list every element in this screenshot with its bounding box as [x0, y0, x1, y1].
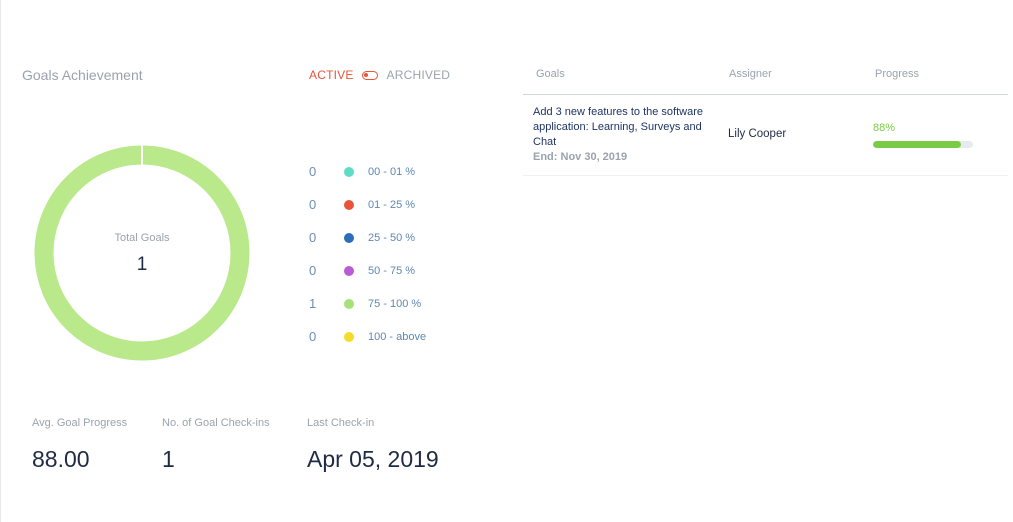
legend-count: 0 [309, 197, 317, 212]
goal-progress-bar [873, 141, 973, 148]
goal-checkins-value: 1 [162, 446, 175, 472]
legend-count: 1 [309, 296, 317, 311]
legend-item: 0 01 - 25 % [309, 188, 459, 221]
legend-item: 0 100 - above [309, 320, 459, 353]
progress-legend: 0 00 - 01 % 0 01 - 25 % 0 25 - 50 % 0 50… [309, 155, 459, 353]
donut-ring [34, 145, 250, 361]
legend-item: 0 25 - 50 % [309, 221, 459, 254]
progress-column-header[interactable]: Progress [875, 68, 920, 80]
legend-count: 0 [309, 263, 317, 278]
goal-end-date: End: Nov 30, 2019 [533, 151, 628, 163]
active-label[interactable]: ACTIVE [309, 68, 354, 82]
legend-dot [344, 166, 354, 177]
legend-label: 00 - 01 % [368, 165, 416, 178]
table-header: Goals Assigner Progress [523, 60, 1008, 95]
avg-goal-progress-label: Avg. Goal Progress [32, 417, 128, 429]
goal-progress-percent: 88% [873, 122, 896, 134]
goal-title-link[interactable]: Add 3 new features to the software appli… [533, 106, 703, 148]
goals-donut-chart [34, 145, 250, 361]
table-row[interactable]: Add 3 new features to the software appli… [523, 95, 1008, 176]
legend-label: 75 - 100 % [368, 297, 422, 310]
legend-dot [344, 265, 354, 276]
goal-progress-fill [873, 141, 961, 148]
goals-table: Goals Assigner Progress Add 3 new featur… [523, 60, 1008, 176]
legend-dot [344, 199, 354, 210]
legend-label: 50 - 75 % [368, 264, 416, 277]
legend-dot [344, 331, 354, 342]
legend-count: 0 [309, 329, 317, 344]
total-goals-label: Total Goals [114, 232, 170, 244]
goal-assigner: Lily Cooper [728, 128, 787, 140]
toggle-knob [363, 72, 368, 77]
legend-label: 01 - 25 % [368, 198, 416, 211]
section-title: Goals Achievement [22, 67, 143, 83]
assigner-column-header[interactable]: Assigner [729, 68, 772, 80]
legend-item: 0 00 - 01 % [309, 155, 459, 188]
legend-count: 0 [309, 164, 317, 179]
goals-column-header[interactable]: Goals [536, 68, 565, 80]
legend-item: 0 50 - 75 % [309, 254, 459, 287]
legend-dot [344, 232, 354, 243]
archived-label[interactable]: ARCHIVED [386, 68, 451, 82]
legend-dot [344, 298, 354, 309]
legend-count: 0 [309, 230, 317, 245]
goal-checkins-label: No. of Goal Check-ins [162, 417, 270, 429]
last-checkin-value: Apr 05, 2019 [307, 446, 439, 472]
legend-label: 100 - above [368, 330, 427, 343]
total-goals-value: 1 [136, 254, 148, 275]
legend-item: 1 75 - 100 % [309, 287, 459, 320]
status-toggle[interactable]: ACTIVE ARCHIVED [309, 68, 450, 82]
avg-goal-progress-value: 88.00 [32, 446, 90, 472]
last-checkin-label: Last Check-in [307, 417, 375, 429]
toggle-switch[interactable] [361, 70, 378, 80]
legend-label: 25 - 50 % [368, 231, 416, 244]
